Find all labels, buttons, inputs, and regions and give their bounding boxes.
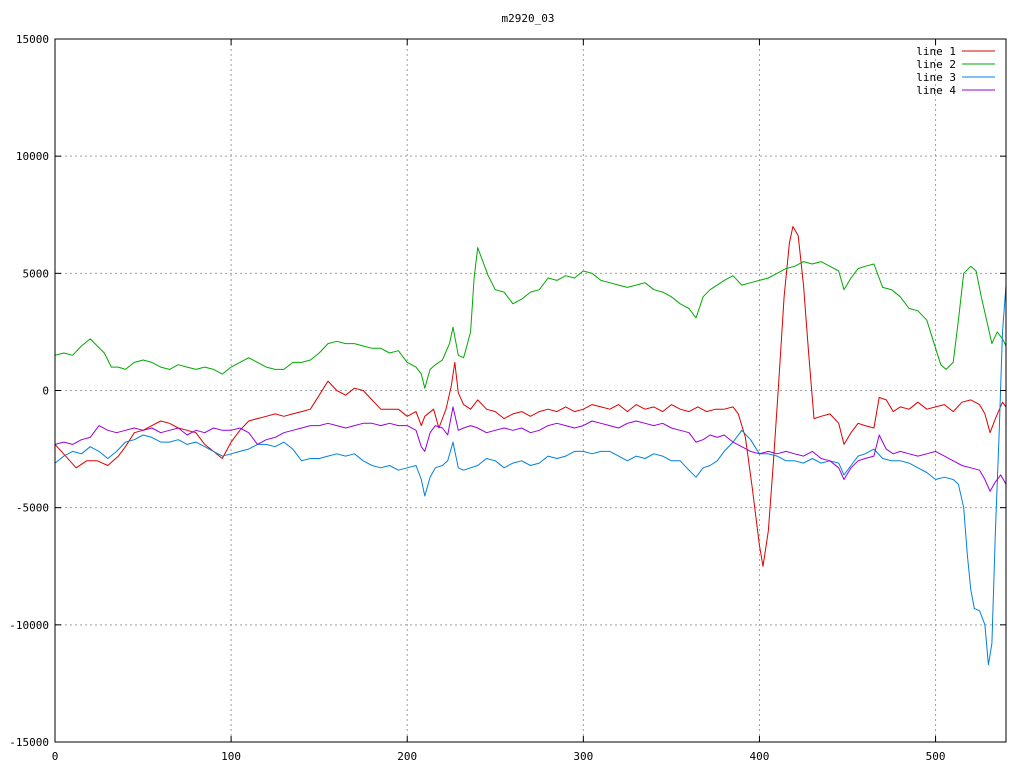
- y-tick-label: 10000: [16, 150, 49, 163]
- y-tick-label: 15000: [16, 33, 49, 46]
- x-axis-tick-labels: 0 100 200 300 400 500: [52, 750, 946, 763]
- legend-label: line 4: [916, 84, 956, 97]
- legend-label: line 1: [916, 45, 956, 58]
- series-line-3: [55, 285, 1006, 666]
- x-tick-label: 200: [397, 750, 417, 763]
- axis-ticks: [54, 38, 1006, 743]
- x-tick-label: 400: [750, 750, 770, 763]
- series-line-4: [55, 406, 1006, 492]
- y-tick-label: 0: [42, 385, 49, 398]
- chart-title: m2920_03: [502, 12, 555, 25]
- x-tick-label: 100: [221, 750, 241, 763]
- legend-label: line 2: [916, 58, 956, 71]
- legend-label: line 3: [916, 71, 956, 84]
- y-tick-label: -10000: [9, 619, 49, 632]
- series-lines: [55, 226, 1006, 666]
- grid-lines: [55, 39, 1006, 742]
- series-line-2: [55, 247, 1006, 389]
- y-tick-label: -5000: [16, 502, 49, 515]
- y-tick-label: -15000: [9, 736, 49, 749]
- x-tick-label: 0: [52, 750, 59, 763]
- x-tick-label: 500: [926, 750, 946, 763]
- y-tick-label: 5000: [23, 267, 50, 280]
- x-tick-label: 300: [573, 750, 593, 763]
- y-axis-tick-labels: -15000 -10000 -5000 0 5000 10000 15000: [9, 33, 49, 749]
